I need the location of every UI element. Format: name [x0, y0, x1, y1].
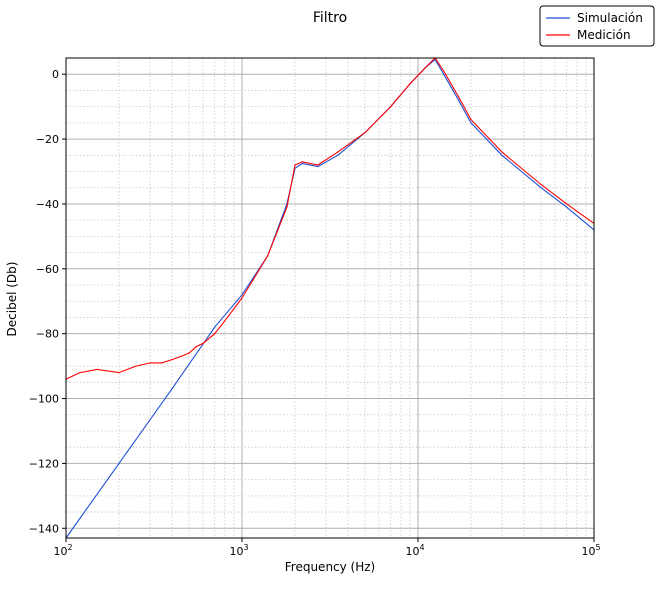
data-point-0: [540, 187, 542, 189]
plot-frame: [65, 57, 595, 539]
data-point-0: [457, 99, 460, 101]
data-point-1: [161, 362, 163, 364]
data-point-0: [317, 166, 319, 168]
y-tick-label: −100: [29, 393, 59, 406]
legend-label: Simulación: [577, 11, 643, 25]
data-point-1: [337, 151, 339, 153]
data-point-0: [301, 162, 303, 165]
y-tick-label: −120: [29, 457, 59, 470]
data-point-1: [390, 106, 392, 108]
y-axis-label: Decibel (Db): [5, 262, 19, 337]
data-point-1: [457, 96, 460, 98]
data-point-1: [96, 368, 98, 370]
data-point-1: [409, 83, 411, 85]
data-point-1: [202, 342, 204, 345]
data-point-1: [171, 359, 173, 361]
data-point-1: [424, 67, 426, 69]
y-tick-label: 0: [52, 68, 59, 81]
data-point-1: [241, 297, 243, 299]
series-line-1: [65, 57, 595, 380]
y-tick-label: −80: [36, 328, 59, 341]
legend-box: [539, 5, 655, 47]
data-point-0: [118, 462, 120, 465]
data-point-1: [180, 355, 182, 357]
legend: Simulación Medición: [539, 5, 655, 47]
data-point-1: [294, 164, 296, 166]
data-point-0: [501, 154, 503, 156]
data-point-1: [540, 183, 542, 186]
x-tick-label: 103: [229, 543, 248, 558]
data-point-1: [135, 365, 137, 367]
axis-ticks: 0 −20 −40 −60 −80 −100 −120 −140 102 103 104 105: [29, 68, 601, 558]
data-point-1: [443, 70, 445, 72]
data-point-0: [171, 388, 173, 390]
data-point-1: [188, 352, 190, 354]
data-point-1: [286, 206, 288, 208]
data-point-1: [79, 371, 81, 374]
data-point-0: [241, 294, 243, 296]
data-point-0: [214, 326, 216, 328]
series-line-0: [65, 58, 595, 539]
data-point-0: [443, 73, 445, 75]
data-point-1: [214, 333, 216, 335]
legend-label: Medición: [577, 28, 631, 42]
data-point-1: [118, 371, 120, 374]
data-point-1: [470, 119, 472, 121]
y-tick-label: −40: [36, 198, 59, 211]
data-point-1: [364, 131, 366, 134]
data-point-1: [224, 320, 226, 322]
series-lines: [65, 57, 595, 539]
data-point-1: [301, 161, 303, 163]
data-point-0: [566, 206, 568, 208]
data-point-1: [317, 164, 319, 166]
x-tick-label: 105: [581, 543, 600, 558]
data-point-0: [337, 154, 339, 156]
y-tick-label: −60: [36, 263, 59, 276]
chart-title: Filtro: [313, 10, 347, 26]
y-tick-label: −20: [36, 133, 59, 146]
data-point-1: [267, 255, 269, 257]
y-tick-label: −140: [29, 522, 59, 535]
x-tick-label: 102: [53, 543, 72, 558]
grid: [65, 57, 595, 538]
data-point-0: [470, 122, 472, 124]
data-point-1: [195, 346, 197, 348]
data-point-1: [501, 151, 503, 153]
x-axis-label: Frequency (Hz): [285, 560, 376, 574]
data-point-1: [566, 203, 568, 205]
x-tick-label: 104: [405, 543, 424, 558]
data-point-1: [149, 362, 151, 364]
